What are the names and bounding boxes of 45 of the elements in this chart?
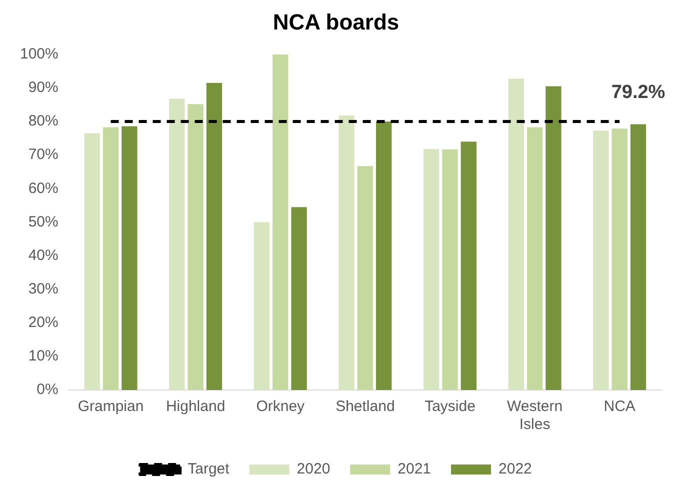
legend-label: 2022 <box>498 460 532 478</box>
bar <box>630 124 646 390</box>
legend-label: 2020 <box>296 460 330 478</box>
x-tick-label: NCA <box>604 398 636 416</box>
bar <box>357 166 374 390</box>
x-tick-label: Orkney <box>256 398 306 416</box>
x-tick-label: Tayside <box>424 398 476 416</box>
legend-label: 2021 <box>398 460 432 478</box>
bar <box>291 207 307 390</box>
bar <box>272 54 288 390</box>
x-tick-label: Western Isles <box>507 398 563 434</box>
bar <box>508 78 524 390</box>
y-tick-label: 90% <box>28 79 58 96</box>
bar <box>188 104 204 390</box>
x-tick-label: Grampian <box>78 398 144 416</box>
x-tick-label: Shetland <box>336 398 395 416</box>
y-tick-label: 70% <box>28 146 58 164</box>
bar <box>612 128 628 390</box>
bar <box>84 133 100 390</box>
bar <box>122 126 138 390</box>
bar <box>254 222 270 390</box>
legend-label: Target <box>188 460 230 478</box>
y-tick-label: 80% <box>28 112 58 130</box>
bar <box>169 98 185 390</box>
bar <box>442 149 458 390</box>
bar <box>593 130 609 390</box>
bar <box>102 127 119 390</box>
y-tick-label: 10% <box>28 348 58 365</box>
data-label: 79.2% <box>611 82 666 103</box>
y-tick-label: 30% <box>28 280 58 298</box>
bar <box>206 82 222 390</box>
bar <box>423 149 440 390</box>
bar <box>460 142 476 390</box>
bar <box>546 86 562 390</box>
y-tick-label: 100% <box>20 46 58 63</box>
y-tick-label: 60% <box>28 180 58 197</box>
chart-title: NCA boards <box>272 9 400 34</box>
x-tick-label: Highland <box>166 398 226 416</box>
bar <box>376 122 392 390</box>
bar <box>526 127 543 390</box>
y-tick-label: 40% <box>28 246 58 264</box>
bar <box>338 115 354 390</box>
y-tick-label: 50% <box>28 213 58 230</box>
y-tick-label: 0% <box>36 381 58 398</box>
y-tick-label: 20% <box>28 314 58 332</box>
